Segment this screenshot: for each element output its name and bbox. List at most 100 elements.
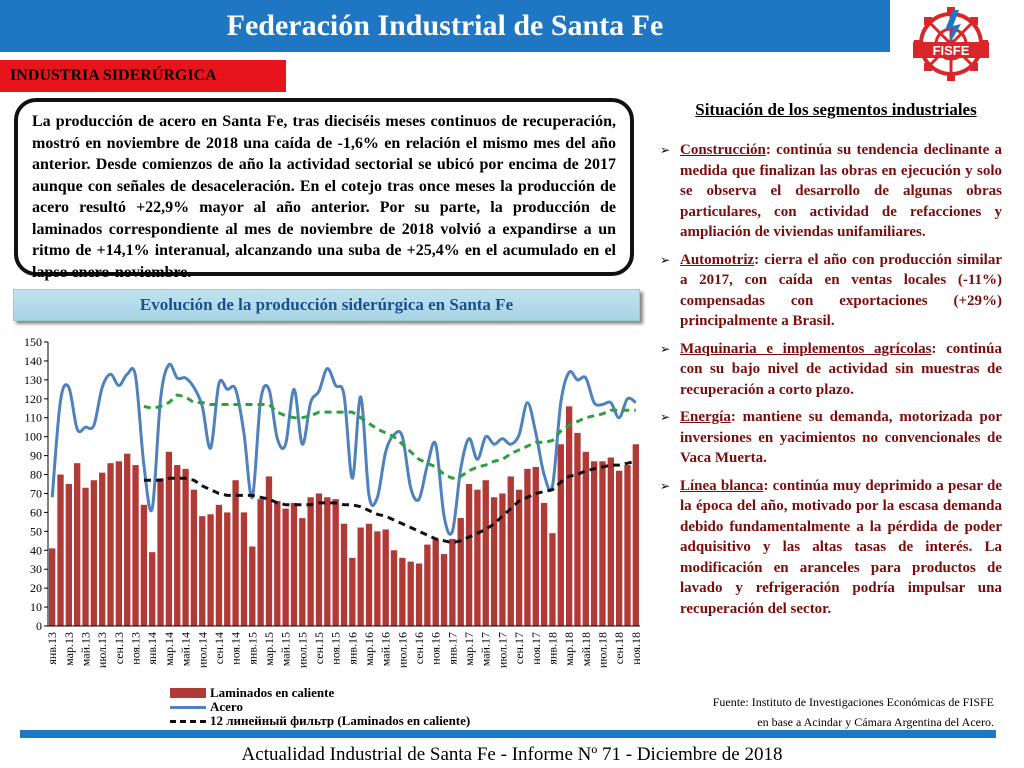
bar — [557, 444, 564, 626]
bar — [124, 453, 131, 626]
y-tick-label: 70 — [30, 486, 42, 500]
arrow-bullet-icon: ➢ — [660, 478, 671, 493]
bar — [257, 499, 264, 626]
legend-item-acero: Acero — [170, 699, 470, 714]
bar — [132, 465, 139, 626]
bar — [382, 529, 389, 626]
bar — [599, 461, 606, 626]
bar — [99, 472, 106, 626]
legend-swatch-dashed — [170, 719, 206, 723]
legend-label: Laminados en caliente — [210, 685, 335, 700]
x-tick-label: ноя.17 — [529, 632, 543, 665]
chart-legend: Laminados en caliente Acero 12 линейный … — [170, 685, 471, 728]
bar — [249, 546, 256, 626]
bar — [182, 468, 189, 626]
bar — [490, 497, 498, 626]
bar — [340, 523, 348, 626]
x-tick-label: ноя.16 — [429, 632, 443, 665]
y-tick-label: 120 — [24, 392, 42, 406]
legend-item-filter: 12 линейный фильтр (Laminados en calient… — [170, 713, 471, 728]
bar — [407, 561, 414, 626]
bar — [540, 502, 548, 626]
bar — [357, 527, 364, 626]
x-tick-label: сен.18 — [612, 632, 626, 664]
bar — [174, 465, 181, 626]
legend-label: Acero — [210, 699, 243, 714]
x-tick-label: май.13 — [79, 632, 93, 666]
segment-item: ➢ Energía: mantiene su demanda, motoriza… — [660, 407, 1002, 469]
x-tick-label: июл.16 — [395, 632, 409, 668]
x-tick-label: май.16 — [379, 632, 393, 666]
bar — [115, 461, 123, 626]
bar — [290, 502, 298, 626]
bar — [165, 451, 173, 626]
bar — [399, 557, 406, 626]
x-tick-label: сен.17 — [512, 632, 526, 664]
x-tick-label: май.15 — [279, 632, 293, 666]
x-tick-label: янв.13 — [45, 632, 59, 665]
bar — [515, 489, 523, 626]
y-tick-label: 50 — [30, 524, 42, 538]
y-tick-label: 80 — [30, 468, 42, 482]
legend-item-laminados: Laminados en caliente — [170, 685, 470, 700]
bar — [532, 466, 539, 626]
y-tick-label: 90 — [30, 449, 42, 463]
x-tick-label: янв.14 — [145, 632, 159, 665]
x-tick-label: июл.17 — [495, 632, 509, 668]
bar — [474, 489, 481, 626]
bar — [149, 552, 156, 626]
bar — [582, 451, 589, 626]
segment-text: : continúa con su bajo nivel de activida… — [680, 340, 1002, 398]
arrow-bullet-icon: ➢ — [660, 143, 671, 157]
segments-list: ➢ Construcción: continúa su tendencia de… — [660, 140, 1002, 626]
x-tick-label: ноя.13 — [129, 632, 143, 665]
section-tag: INDUSTRIA SIDERÚRGICA — [0, 60, 286, 92]
legend-swatch-bar — [170, 688, 206, 698]
bar — [524, 468, 531, 626]
y-tick-label: 100 — [24, 430, 42, 444]
x-tick-label: мар.14 — [162, 632, 176, 666]
bar — [332, 499, 339, 626]
bar — [74, 463, 81, 626]
bar — [107, 463, 114, 626]
bar — [574, 432, 581, 626]
bar — [465, 484, 473, 626]
source-note: Fuente: Instituto de Investigaciones Eco… — [660, 692, 994, 732]
x-tick-label: июл.15 — [295, 632, 309, 668]
bar — [65, 484, 73, 626]
laminados-filter-line — [143, 459, 637, 545]
y-tick-label: 40 — [30, 543, 42, 557]
footer-text: Actualidad Industrial de Santa Fe - Info… — [241, 744, 783, 765]
chart-title: Evolución de la producción siderúrgica e… — [139, 295, 514, 314]
bar — [324, 497, 331, 626]
x-tick-label: июл.18 — [595, 632, 609, 668]
y-tick-label: 0 — [36, 619, 42, 633]
legend-label: 12 линейный фильтр (Laminados en calient… — [210, 713, 471, 728]
source-label: Fuente: — [712, 695, 749, 709]
logo-text: FISFE — [933, 43, 970, 58]
segment-text: : mantiene su demanda, motorizada por in… — [680, 409, 1002, 466]
bar — [549, 533, 556, 626]
segment-text: : cierra el año con producción similar a… — [680, 251, 1002, 330]
acero-filter-line — [143, 393, 636, 480]
segment-name: Línea blanca — [680, 477, 764, 494]
segment-name: Automotriz — [680, 251, 755, 268]
segment-item: ➢ Automotriz: cierra el año con producci… — [660, 250, 1002, 332]
segment-name: Energía — [680, 409, 731, 425]
source-line1: Instituto de Investigaciones Económicas … — [751, 695, 994, 709]
bar — [374, 531, 381, 626]
header-bar — [0, 0, 890, 52]
x-tick-label: ноя.15 — [329, 632, 343, 665]
x-tick-label: сен.16 — [412, 632, 426, 664]
x-tick-label: июл.14 — [195, 632, 209, 668]
section-tag-label: INDUSTRIA SIDERÚRGICA — [10, 67, 217, 84]
y-tick-label: 150 — [24, 335, 42, 349]
x-tick-label: ноя.18 — [629, 632, 643, 665]
x-tick-label: июл.13 — [95, 632, 109, 668]
x-tick-label: май.17 — [479, 632, 493, 666]
y-tick-label: 110 — [24, 411, 42, 425]
bar — [432, 538, 439, 626]
bar — [82, 487, 89, 626]
segment-text: : continúa su tendencia declinante a med… — [680, 142, 1002, 240]
segment-name: Construcción — [680, 142, 766, 158]
